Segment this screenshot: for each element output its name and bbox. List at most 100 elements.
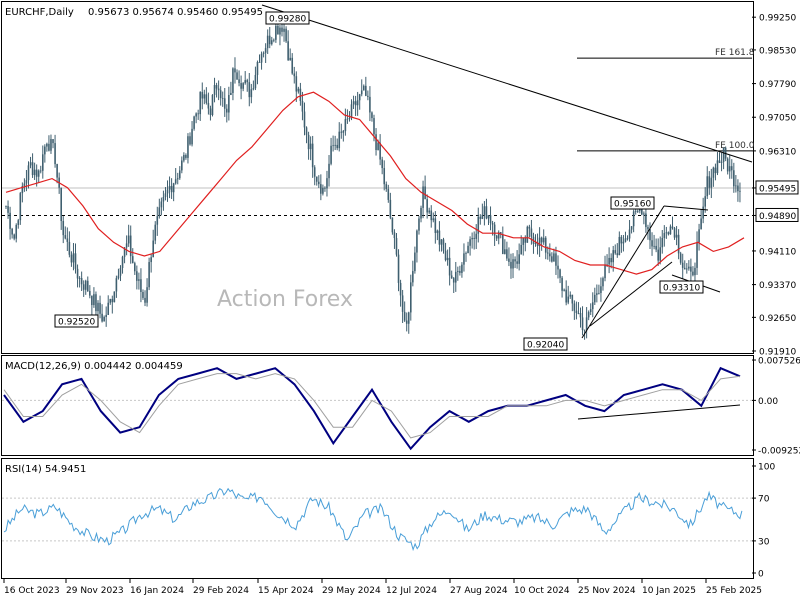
candle-body bbox=[189, 136, 191, 145]
candle-body bbox=[178, 170, 181, 179]
rsi-line bbox=[3, 487, 743, 552]
fib-label: FE 161.8 bbox=[715, 48, 755, 58]
candle-body bbox=[542, 237, 545, 243]
candle-body bbox=[661, 237, 664, 248]
x-tick-label: 25 Feb 2025 bbox=[706, 586, 762, 596]
candle-body bbox=[125, 243, 128, 248]
candle-body bbox=[397, 254, 400, 283]
candle-body bbox=[673, 228, 676, 238]
candle-body bbox=[146, 287, 148, 303]
candle-body bbox=[681, 262, 684, 268]
candle-body bbox=[242, 83, 244, 89]
candle-body bbox=[518, 254, 520, 264]
candle-body bbox=[320, 184, 322, 194]
candle-body bbox=[170, 185, 173, 193]
price-ytick-label: 0.92650 bbox=[759, 314, 796, 324]
candle-body bbox=[97, 302, 99, 312]
candle-body bbox=[379, 142, 381, 160]
candle-body bbox=[301, 101, 304, 112]
x-tick-label: 12 Jul 2024 bbox=[386, 586, 437, 596]
candle-body bbox=[330, 145, 332, 164]
candle-body bbox=[495, 235, 498, 239]
rsi-ytick-label: 70 bbox=[758, 495, 770, 505]
candle-body bbox=[144, 297, 146, 303]
candle-body bbox=[148, 262, 150, 288]
macd-title: MACD(12,26,9) 0.004442 0.004459 bbox=[5, 361, 183, 372]
candle-body bbox=[211, 94, 214, 116]
price-ytick-label: 0.97050 bbox=[759, 114, 796, 124]
candle-body bbox=[618, 236, 621, 256]
candle-body bbox=[591, 302, 594, 310]
chart-ohlc: 0.95673 0.95674 0.95460 0.95495 bbox=[88, 7, 263, 18]
x-tick-label: 16 Oct 2023 bbox=[4, 586, 60, 596]
candle-body bbox=[579, 313, 582, 318]
candle-body bbox=[248, 82, 251, 98]
price-ytick-label: 0.91910 bbox=[759, 348, 796, 358]
candle-body bbox=[256, 62, 259, 75]
downtrend-line bbox=[261, 4, 753, 163]
candle-body bbox=[11, 228, 13, 235]
candle-body bbox=[289, 57, 291, 61]
candle-body bbox=[551, 256, 553, 262]
candle-body bbox=[534, 242, 537, 244]
candle-body bbox=[704, 196, 706, 207]
candle-body bbox=[315, 176, 318, 182]
candle-body bbox=[228, 95, 230, 113]
candle-body bbox=[201, 92, 204, 99]
candle-body bbox=[338, 131, 341, 149]
candle-body bbox=[185, 155, 187, 158]
candle-body bbox=[395, 238, 398, 255]
candle-body bbox=[174, 179, 177, 184]
candle-body bbox=[162, 197, 165, 202]
candle-body bbox=[54, 143, 56, 165]
candle-body bbox=[485, 206, 488, 219]
candle-body bbox=[403, 311, 406, 321]
candle-body bbox=[93, 294, 95, 306]
candle-body bbox=[730, 166, 733, 171]
candle-body bbox=[694, 267, 696, 276]
candle-body bbox=[232, 68, 234, 93]
x-tick-label: 27 Aug 2024 bbox=[450, 586, 508, 596]
macd-line bbox=[3, 366, 741, 451]
macd-trend-line bbox=[577, 404, 741, 420]
candle-body bbox=[270, 40, 273, 45]
candle-body bbox=[410, 282, 412, 313]
candle-body bbox=[172, 183, 175, 193]
candle-body bbox=[78, 278, 81, 279]
candle-body bbox=[598, 292, 600, 294]
candle-body bbox=[491, 223, 494, 225]
candle-body bbox=[679, 253, 682, 263]
candle-body bbox=[21, 185, 24, 194]
candle-body bbox=[692, 271, 694, 276]
candle-body bbox=[207, 102, 210, 109]
candle-body bbox=[718, 160, 721, 163]
candle-body bbox=[422, 186, 424, 208]
candle-body bbox=[295, 76, 298, 92]
candle-body bbox=[76, 268, 79, 279]
candle-body bbox=[156, 216, 159, 225]
candle-body bbox=[5, 206, 7, 207]
candle-body bbox=[168, 185, 171, 190]
candle-body bbox=[367, 95, 369, 97]
candle-body bbox=[140, 279, 142, 293]
candle-body bbox=[733, 170, 735, 187]
candle-body bbox=[324, 187, 326, 189]
candle-body bbox=[164, 193, 167, 198]
candle-body bbox=[457, 270, 459, 272]
candle-body bbox=[471, 237, 473, 240]
candle-body bbox=[303, 111, 306, 128]
candle-body bbox=[348, 118, 351, 119]
candle-body bbox=[659, 247, 662, 261]
candle-body bbox=[716, 160, 719, 174]
candle-body bbox=[728, 166, 731, 172]
candle-body bbox=[334, 144, 336, 146]
x-tick-label: 10 Oct 2024 bbox=[514, 586, 570, 596]
candle-body bbox=[181, 160, 183, 171]
candle-body bbox=[336, 144, 338, 149]
x-tick-label: 29 Feb 2024 bbox=[193, 586, 249, 596]
candle-body bbox=[514, 259, 516, 262]
candle-body bbox=[89, 290, 91, 296]
candle-body bbox=[624, 238, 627, 242]
x-tick-label: 29 May 2024 bbox=[322, 586, 381, 596]
candle-body bbox=[134, 263, 136, 272]
